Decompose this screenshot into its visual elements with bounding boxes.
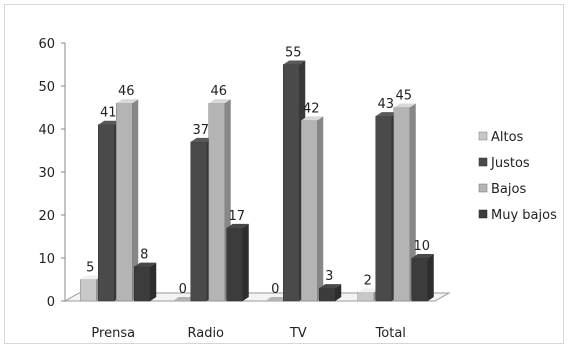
bar-side	[317, 116, 324, 302]
y-tick-label: 0	[47, 295, 55, 310]
bar-altos	[265, 297, 288, 301]
bar-top	[393, 103, 416, 108]
bar-top	[357, 288, 380, 293]
bar-justos	[190, 141, 207, 302]
bar-altos	[172, 297, 195, 301]
legend: Altos Justos Bajos Muy bajos	[478, 130, 557, 223]
data-label: 0	[271, 282, 279, 297]
legend-label: Altos	[491, 130, 524, 145]
bar-bajos	[393, 107, 410, 302]
bar-muy-bajos	[319, 287, 336, 302]
bar-altos	[80, 279, 97, 302]
labels-layer: 541468Prensa0374617Radio055423TV2434510T…	[86, 46, 430, 342]
bar-bajos	[301, 120, 318, 302]
data-label: 41	[100, 106, 117, 121]
bar-top	[116, 99, 139, 104]
data-label: 5	[86, 261, 94, 276]
data-label: 45	[395, 89, 412, 104]
y-tick-label: 60	[38, 37, 55, 52]
bar-side	[409, 103, 416, 301]
data-label: 46	[118, 84, 135, 99]
legend-swatch-bajos	[478, 183, 488, 193]
bar-justos	[98, 124, 115, 302]
data-label: 42	[303, 101, 320, 116]
x-tick-label: TV	[289, 326, 307, 341]
data-label: 0	[179, 282, 187, 297]
bar-side	[132, 99, 139, 301]
bar-bajos	[208, 102, 225, 302]
bar-side	[242, 223, 249, 301]
legend-swatch-muy-bajos	[478, 209, 488, 219]
data-label: 3	[325, 269, 333, 284]
legend-swatch-justos	[478, 157, 488, 167]
y-tick-label: 50	[38, 80, 55, 95]
data-label: 10	[413, 239, 430, 254]
bar-side	[335, 284, 342, 301]
data-label: 37	[192, 123, 209, 138]
data-label: 55	[285, 46, 302, 61]
data-label: 8	[140, 248, 148, 263]
y-tick-label: 10	[38, 252, 55, 267]
bar-top	[208, 99, 231, 104]
chart-frame: 0 10 20 30 40 50 60 5 41 46 8 Prensa 0 37 46 17 Radio 0 5…	[4, 4, 564, 344]
y-tick-label: 20	[38, 209, 55, 224]
bar-top	[134, 262, 157, 267]
data-label: 43	[377, 97, 394, 112]
legend-label: Justos	[490, 156, 530, 171]
bar-side	[427, 254, 434, 301]
legend-label: Muy bajos	[491, 208, 557, 223]
legend-label: Bajos	[491, 182, 526, 197]
bar-top	[226, 223, 249, 228]
bar-top	[375, 112, 398, 117]
x-tick-label: Radio	[187, 326, 224, 341]
bar-top	[301, 116, 324, 121]
x-tick-label: Total	[375, 326, 406, 341]
bar-top	[319, 284, 342, 289]
bar-bajos	[116, 102, 133, 302]
data-label: 17	[228, 209, 245, 224]
bar-altos	[357, 292, 374, 302]
bars-layer	[80, 60, 434, 302]
bar-top	[411, 254, 434, 258]
data-label: 46	[210, 84, 227, 99]
bar-top	[80, 275, 103, 280]
bar-side	[150, 262, 157, 301]
bar-top	[283, 60, 306, 65]
bar-muy-bajos	[226, 227, 243, 302]
bar-top	[98, 120, 121, 125]
y-tick-label: 30	[38, 166, 55, 181]
legend-swatch-altos	[478, 131, 488, 141]
data-label: 2	[364, 273, 372, 288]
bar-justos	[283, 64, 300, 302]
bar-muy-bajos	[134, 266, 151, 302]
bar-muy-bajos	[411, 257, 428, 302]
x-tick-label: Prensa	[91, 326, 135, 341]
bar-top	[190, 137, 213, 142]
y-tick-label: 40	[38, 123, 55, 138]
bar-justos	[375, 115, 392, 302]
